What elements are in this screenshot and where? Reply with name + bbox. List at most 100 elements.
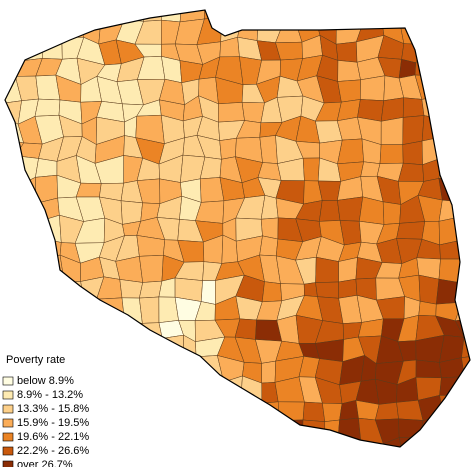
district (119, 279, 144, 299)
district (5, 179, 24, 202)
legend-swatch (2, 432, 14, 442)
district (438, 217, 460, 246)
district (419, 436, 443, 447)
legend-label: 13.3% - 15.8% (17, 403, 89, 415)
district (58, 18, 85, 38)
district (98, 416, 124, 442)
district (75, 338, 101, 361)
district (5, 10, 21, 25)
district (200, 280, 216, 305)
district (18, 284, 39, 302)
district (460, 258, 470, 284)
district (78, 10, 103, 21)
district (339, 400, 359, 421)
district (259, 135, 278, 164)
district (438, 199, 462, 222)
district (204, 399, 224, 420)
district (375, 457, 403, 467)
district (5, 317, 25, 345)
district (295, 10, 324, 24)
district (5, 236, 26, 261)
district (357, 443, 384, 447)
district (315, 281, 339, 299)
district (455, 217, 470, 241)
district (240, 10, 262, 20)
district (120, 434, 145, 447)
district (124, 457, 144, 467)
district (317, 180, 342, 201)
district (101, 459, 124, 467)
district (457, 17, 470, 43)
district (120, 355, 145, 383)
district (139, 296, 160, 324)
district (215, 456, 241, 467)
district (58, 10, 83, 21)
district (156, 378, 181, 403)
district (219, 415, 246, 440)
district (5, 284, 23, 297)
district (382, 201, 402, 225)
district (442, 38, 465, 65)
district (176, 462, 204, 467)
district (261, 360, 276, 384)
district (5, 199, 21, 223)
district (22, 259, 38, 285)
district (440, 463, 461, 467)
district (317, 455, 341, 467)
district (156, 358, 184, 384)
district (415, 460, 441, 467)
district (402, 115, 425, 145)
legend-title: Poverty rate (6, 354, 65, 366)
district (439, 395, 462, 424)
district (461, 279, 470, 303)
district (458, 175, 470, 203)
district (303, 282, 318, 297)
district (360, 161, 381, 177)
district (121, 297, 143, 324)
district (458, 156, 470, 177)
district (439, 376, 465, 396)
district (440, 10, 465, 25)
district (337, 196, 364, 222)
district (219, 399, 242, 421)
district (438, 75, 462, 98)
country-outline (4, 9, 471, 448)
district (122, 10, 144, 22)
district (457, 395, 470, 424)
district (457, 82, 470, 104)
district (81, 379, 105, 403)
district (103, 399, 124, 426)
district (120, 200, 143, 225)
district (335, 41, 358, 63)
district (421, 136, 444, 166)
district (458, 442, 470, 447)
district (17, 216, 43, 239)
district (275, 419, 304, 440)
district (19, 16, 43, 41)
district (83, 298, 97, 321)
district (56, 281, 85, 305)
district (282, 10, 300, 25)
district (222, 375, 243, 401)
district (18, 176, 37, 204)
district (38, 17, 63, 41)
district (75, 318, 101, 341)
district (261, 281, 283, 303)
district (402, 140, 423, 165)
district (459, 463, 474, 467)
district (140, 434, 163, 447)
district (396, 221, 426, 240)
district (455, 139, 470, 159)
district (359, 196, 385, 225)
district (94, 318, 125, 342)
district (75, 182, 102, 198)
district (459, 235, 470, 265)
district (302, 401, 326, 422)
legend-label: 15.9% - 19.5% (17, 417, 89, 429)
district (236, 419, 263, 440)
district (5, 34, 22, 62)
district (60, 320, 84, 342)
district (442, 415, 460, 444)
district (441, 118, 464, 143)
district (457, 420, 470, 446)
